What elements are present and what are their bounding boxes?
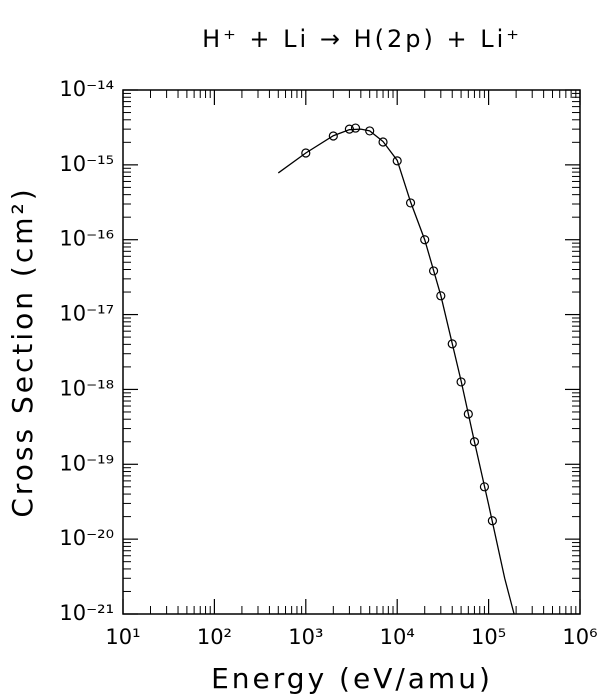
data-point	[378, 137, 388, 147]
y-tick-label: 10⁻¹⁴	[59, 77, 114, 101]
y-tick-label: 10⁻¹⁵	[59, 152, 114, 176]
fit-curve	[277, 128, 515, 615]
data-point	[350, 123, 361, 133]
data-point	[392, 156, 402, 166]
data-point	[463, 409, 473, 419]
data-point	[469, 437, 480, 447]
y-tick-label: 10⁻¹⁶	[59, 227, 114, 251]
x-tick-label: 10¹	[105, 625, 140, 649]
data-point	[301, 148, 311, 158]
x-tick-label: 10⁶	[562, 625, 597, 649]
data-point	[487, 516, 497, 526]
data-point	[328, 131, 338, 141]
data-point	[447, 339, 457, 349]
y-tick-label: 10⁻²⁰	[59, 526, 114, 550]
data-point	[428, 266, 439, 276]
x-tick-label: 10³	[288, 625, 323, 649]
data-point	[479, 482, 490, 492]
x-tick-label: 10⁵	[471, 625, 506, 649]
y-axis-title: Cross Section (cm²)	[6, 186, 39, 517]
y-tick-label: 10⁻¹⁸	[59, 376, 114, 400]
chart-title: H⁺ + Li → H(2p) + Li⁺	[202, 25, 522, 53]
plot-frame	[122, 89, 581, 615]
x-tick-label: 10²	[197, 625, 232, 649]
data-point	[456, 377, 466, 387]
x-axis-title: Energy (eV/amu)	[211, 662, 493, 695]
x-tick-label: 10⁴	[380, 625, 415, 649]
data-point	[436, 291, 446, 301]
data-point	[405, 198, 416, 208]
y-tick-label: 10⁻¹⁷	[59, 302, 114, 326]
y-tick-label: 10⁻¹⁹	[59, 451, 114, 475]
data-point	[420, 235, 430, 245]
y-tick-label: 10⁻²¹	[59, 601, 114, 625]
data-point	[365, 126, 375, 136]
data-point	[344, 124, 355, 134]
